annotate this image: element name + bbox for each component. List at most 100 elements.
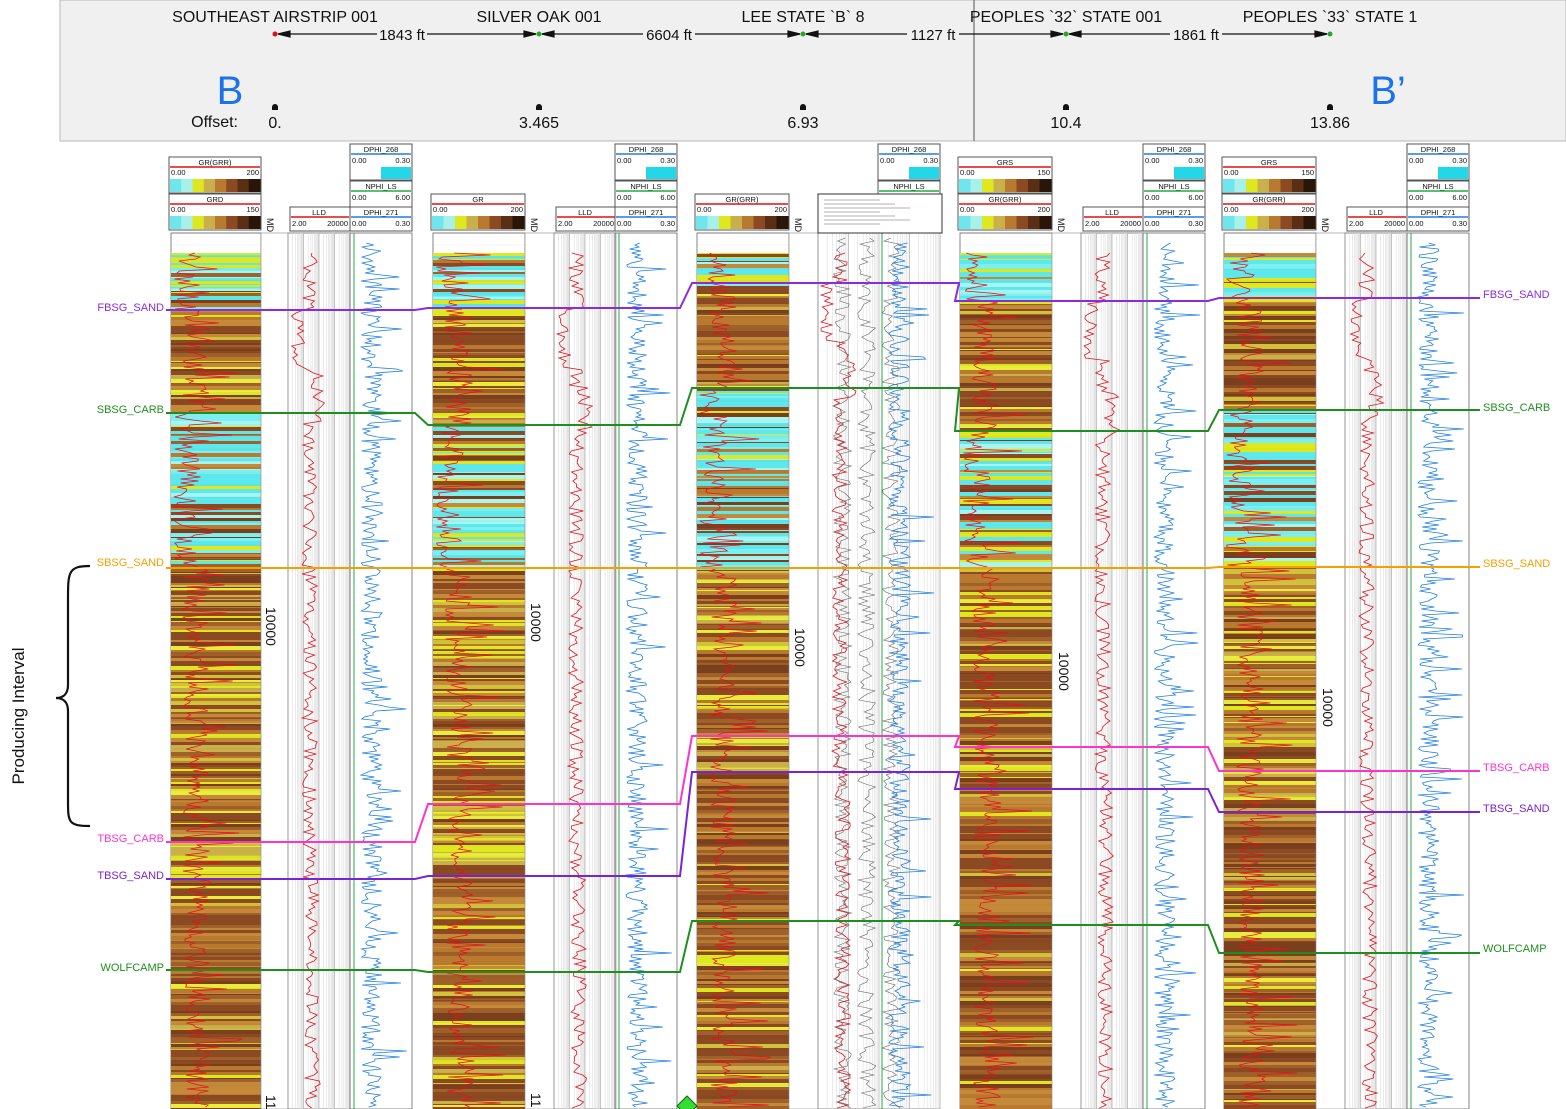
lithology-band xyxy=(960,485,1052,489)
lithology-band xyxy=(433,1057,525,1060)
lithology-band xyxy=(171,405,261,409)
lithology-band xyxy=(171,587,261,588)
lithology-band xyxy=(697,327,789,331)
lithology-band xyxy=(697,996,789,999)
lithology-band xyxy=(171,1066,261,1070)
lithology-band xyxy=(1224,611,1316,615)
lithology-band xyxy=(171,448,261,451)
lithology-band xyxy=(697,769,789,770)
lithology-band xyxy=(697,803,789,806)
porosity-curve xyxy=(359,242,407,1108)
header-box xyxy=(1082,206,1144,232)
lithology-band xyxy=(433,541,525,542)
lithology-band xyxy=(1224,1019,1316,1020)
lithology-band xyxy=(1224,752,1316,753)
lithology-band xyxy=(171,265,261,268)
lithology-band xyxy=(960,784,1052,788)
scale-min: 0.00 xyxy=(617,156,632,165)
lithology-band xyxy=(960,445,1052,449)
lithology-band xyxy=(1224,800,1316,804)
lithology-band xyxy=(433,594,525,598)
lithology-band xyxy=(171,957,261,960)
color-scale-swatch xyxy=(753,216,766,229)
lithology-band xyxy=(433,363,525,367)
lithology-band xyxy=(697,271,789,275)
scale-max: 6.00 xyxy=(1188,193,1203,202)
lithology-band xyxy=(1224,905,1316,907)
lithology-band xyxy=(697,992,789,996)
lithology-band xyxy=(433,675,525,678)
lithology-band xyxy=(1224,1077,1316,1081)
lithology-band xyxy=(960,771,1052,772)
curve-name: GRS xyxy=(997,158,1013,167)
lithology-band xyxy=(171,837,261,841)
lithology-band xyxy=(1224,668,1316,669)
lithology-band xyxy=(171,626,261,630)
lithology-band xyxy=(1224,700,1316,704)
lithology-band xyxy=(171,984,261,988)
lithology-band xyxy=(171,1070,261,1072)
lithology-band xyxy=(171,1009,261,1011)
lithology-band xyxy=(697,1040,789,1044)
lithology-band xyxy=(171,962,261,966)
lithology-band xyxy=(171,613,261,616)
lithology-band xyxy=(960,496,1052,498)
lithology-band xyxy=(697,832,789,833)
lithology-band xyxy=(433,333,525,335)
lithology-band xyxy=(433,475,525,479)
lithology-band xyxy=(960,380,1052,381)
scale-min: 0.00 xyxy=(171,168,186,177)
lithology-band xyxy=(433,825,525,827)
lithology-band xyxy=(960,826,1052,830)
lithology-band xyxy=(960,1094,1052,1098)
color-scale-swatch xyxy=(170,216,182,229)
lithology-band xyxy=(433,716,525,719)
lithology-band xyxy=(960,309,1052,311)
lithology-band xyxy=(697,460,789,462)
well-offset: 10.4 xyxy=(1050,115,1081,132)
log-grid xyxy=(1224,232,1408,1109)
lithology-band xyxy=(171,709,261,712)
color-scale-swatch xyxy=(248,179,261,192)
lithology-band xyxy=(171,686,261,688)
lithology-band xyxy=(1224,992,1316,993)
lithology-band xyxy=(1224,804,1316,808)
lithology-band xyxy=(433,1041,525,1042)
lithology-band xyxy=(433,409,525,413)
porosity-track xyxy=(1142,232,1206,1109)
lithology-band xyxy=(171,843,261,846)
lithology-band xyxy=(433,317,525,318)
lithology-band xyxy=(960,754,1052,757)
lithology-band xyxy=(433,419,525,420)
lithology-band xyxy=(171,978,261,981)
lithology-band xyxy=(433,266,525,270)
lithology-band xyxy=(697,975,789,979)
scale-min: 0.00 xyxy=(960,205,975,214)
lithology-band xyxy=(960,944,1052,948)
md-header: MD xyxy=(529,218,539,232)
lithology-band xyxy=(960,1084,1052,1088)
lithology-band xyxy=(433,311,525,314)
fill-swatch xyxy=(1174,167,1204,179)
lithology-band xyxy=(1224,423,1316,427)
lithology-band xyxy=(960,318,1052,320)
lithology-band xyxy=(433,668,525,672)
lithology-band xyxy=(1224,642,1316,643)
lithology-band xyxy=(171,361,261,362)
raster-log-trace xyxy=(857,237,877,1109)
lithology-band xyxy=(697,909,789,912)
lithology-band xyxy=(697,890,789,891)
lithology-band xyxy=(697,831,789,832)
curve-name: NPHI_LS xyxy=(365,182,396,191)
lithology-band xyxy=(1224,789,1316,793)
lithology-band xyxy=(697,355,789,356)
lithology-band xyxy=(960,320,1052,324)
lithology-band xyxy=(697,562,789,565)
lithology-band xyxy=(960,971,1052,974)
lithology-band xyxy=(171,1002,261,1005)
top-label-sbsg-sand: SBSG_SAND xyxy=(1483,558,1550,570)
lithology-band xyxy=(171,402,261,405)
lithology-band xyxy=(960,957,1052,961)
lithology-band xyxy=(171,326,261,329)
